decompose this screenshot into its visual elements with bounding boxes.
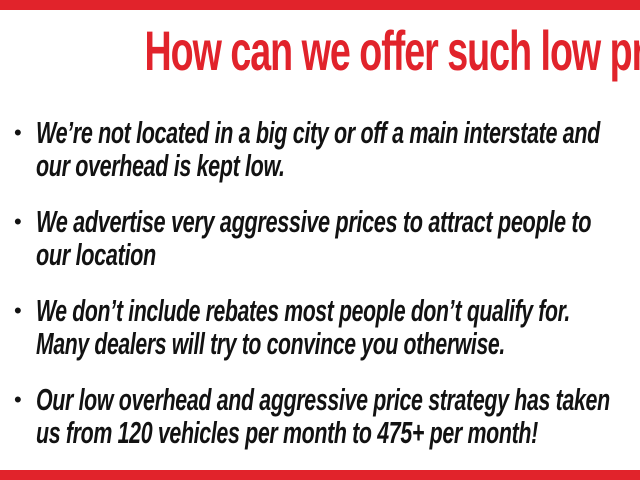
bullet-item: • We’re not located in a big city or off… (14, 116, 640, 182)
bullet-line: our overhead is kept low. (36, 148, 285, 183)
bullet-dot: • (14, 120, 22, 145)
bullet-text: We don’t include rebates most people don… (36, 294, 570, 360)
bullet-line: us from 120 vehicles per month to 475+ p… (36, 415, 538, 450)
bullet-item: • We don’t include rebates most people d… (14, 294, 640, 360)
page-title: How can we offer such low prices? (0, 22, 640, 80)
top-red-bar (0, 0, 640, 10)
page-title-text: How can we offer such low prices? (144, 19, 640, 82)
bullet-item: • Our low overhead and aggressive price … (14, 383, 640, 449)
bullet-line: We don’t include rebates most people don… (36, 293, 570, 328)
bullet-line: We’re not located in a big city or off a… (36, 115, 600, 150)
bullet-text: We’re not located in a big city or off a… (36, 116, 600, 182)
bullet-dot: • (14, 298, 22, 323)
bottom-red-bar (0, 470, 640, 480)
bullet-list: • We’re not located in a big city or off… (14, 116, 640, 472)
bullet-text: We advertise very aggressive prices to a… (36, 204, 592, 272)
bullet-line: Our low overhead and aggressive price st… (36, 382, 610, 417)
bullet-line: We advertise very aggressive prices to a… (36, 204, 592, 239)
bullet-dot: • (14, 209, 22, 234)
bullet-item: • We advertise very aggressive prices to… (14, 205, 640, 271)
bullet-dot: • (14, 387, 22, 412)
bullet-line: our location (36, 237, 156, 272)
bullet-text: Our low overhead and aggressive price st… (36, 383, 610, 449)
bullet-line: Many dealers will try to convince you ot… (36, 326, 505, 361)
